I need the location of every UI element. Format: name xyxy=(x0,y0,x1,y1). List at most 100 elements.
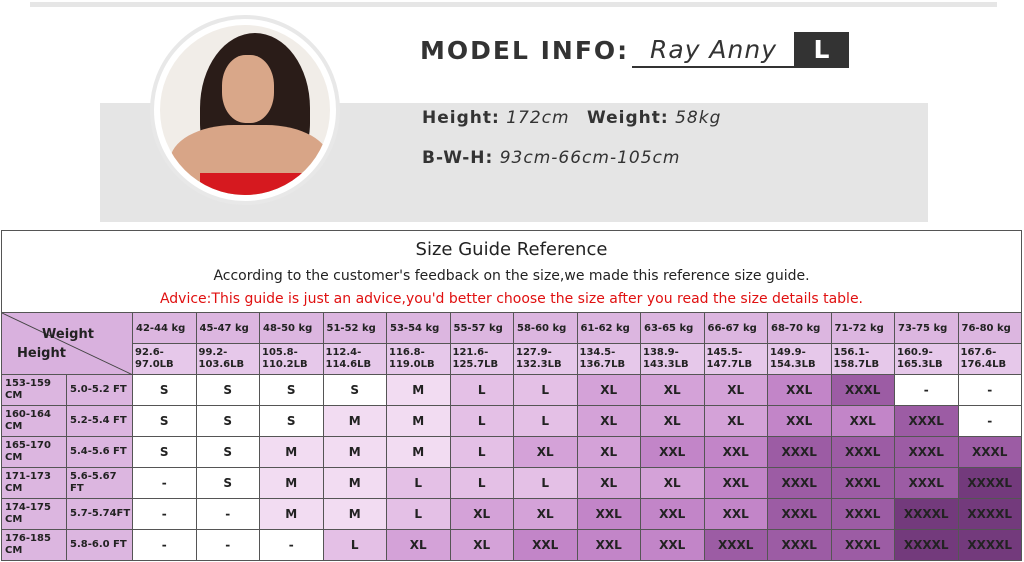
top-divider xyxy=(30,2,997,7)
size-cell: XXXL xyxy=(767,436,832,468)
size-cell: M xyxy=(259,467,324,499)
size-cell: L xyxy=(513,405,578,437)
size-cell: XXXL xyxy=(703,529,768,561)
size-cell: XXXL xyxy=(830,498,895,530)
size-cell: S xyxy=(132,436,197,468)
size-cell: L xyxy=(449,436,514,468)
size-cell: - xyxy=(894,374,959,406)
size-cell: XXL xyxy=(640,529,705,561)
size-cell: - xyxy=(195,529,260,561)
weight-lb-header: 112.4-114.6LB xyxy=(322,343,387,375)
model-bwh: B-W-H: 93cm-66cm-105cm xyxy=(422,148,681,168)
size-cell: XXXL xyxy=(767,498,832,530)
size-cell: M xyxy=(322,405,387,437)
size-cell: S xyxy=(195,467,260,499)
size-cell: XL xyxy=(576,374,641,406)
size-cell: XXXXL xyxy=(957,467,1022,499)
size-cell: XL xyxy=(386,529,451,561)
weight-kg-header: 71-72 kg xyxy=(830,312,895,344)
size-cell: M xyxy=(259,436,324,468)
size-cell: XL xyxy=(640,405,705,437)
size-cell: XL xyxy=(703,374,768,406)
weight-kg-header: 48-50 kg xyxy=(259,312,324,344)
size-cell: M xyxy=(322,467,387,499)
table-row: 171-173 CM 5.6-5.67 FT - S M M L L L XL XL XXL XXXL X… xyxy=(1,467,1022,499)
size-cell: XXL xyxy=(576,529,641,561)
size-cell: XXL xyxy=(830,405,895,437)
size-guide: Size Guide Reference According to the cu… xyxy=(1,230,1022,561)
size-cell: - xyxy=(259,529,324,561)
size-cell: XXXL xyxy=(767,467,832,499)
size-cell: XL xyxy=(640,467,705,499)
size-cell: XXL xyxy=(640,498,705,530)
weight-lb-header: 92.6-97.0LB xyxy=(132,343,197,375)
size-cell: XXXL xyxy=(894,467,959,499)
size-cell: XXL xyxy=(767,374,832,406)
height-ft: 5.6-5.67 FT xyxy=(66,467,133,499)
height-cm: 176-185 CM xyxy=(1,529,67,561)
size-cell: S xyxy=(195,374,260,406)
size-cell: XXL xyxy=(703,467,768,499)
size-cell: XXL xyxy=(703,498,768,530)
size-cell: S xyxy=(195,436,260,468)
size-cell: L xyxy=(386,467,451,499)
size-cell: XXL xyxy=(576,498,641,530)
size-cell: S xyxy=(259,405,324,437)
table-row: 153-159 CM 5.0-5.2 FT S S S S M L L XL XL XL XXL XXXL… xyxy=(1,374,1022,406)
weight-lb-header: 134.5-136.7LB xyxy=(576,343,641,375)
size-cell: XL xyxy=(576,467,641,499)
size-cell: M xyxy=(322,436,387,468)
height-ft: 5.0-5.2 FT xyxy=(66,374,133,406)
size-cell: - xyxy=(132,498,197,530)
table-row: 174-175 CM 5.7-5.74FT - - M M L XL XL XXL XXL XXL XX… xyxy=(1,498,1022,530)
guide-subtitle: According to the customer's feedback on … xyxy=(213,268,810,284)
size-cell: XXXL xyxy=(830,374,895,406)
weight-kg-header: 66-67 kg xyxy=(703,312,768,344)
weight-lb-header: 121.6-125.7LB xyxy=(449,343,514,375)
guide-title: Size Guide Reference xyxy=(415,239,608,260)
size-cell: - xyxy=(132,467,197,499)
size-cell: S xyxy=(322,374,387,406)
size-cell: M xyxy=(259,498,324,530)
model-photo xyxy=(150,15,340,205)
height-cm: 160-164 CM xyxy=(1,405,67,437)
weight-lb-header: 160.9-165.3LB xyxy=(894,343,959,375)
size-cell: XXXL xyxy=(894,436,959,468)
size-cell: XL xyxy=(576,436,641,468)
size-cell: XL xyxy=(513,436,578,468)
size-cell: - xyxy=(957,374,1022,406)
model-size-badge: L xyxy=(794,32,849,68)
size-cell: XXXL xyxy=(830,436,895,468)
weight-lb-header: 149.9-154.3LB xyxy=(767,343,832,375)
height-cm: 165-170 CM xyxy=(1,436,67,468)
height-cm: 153-159 CM xyxy=(1,374,67,406)
size-cell: S xyxy=(132,374,197,406)
size-cell: XXXXL xyxy=(957,529,1022,561)
corner-header: Weight Height xyxy=(1,312,133,375)
size-cell: XXXL xyxy=(830,529,895,561)
height-ft: 5.4-5.6 FT xyxy=(66,436,133,468)
size-cell: M xyxy=(386,436,451,468)
size-cell: XL xyxy=(576,405,641,437)
weight-lb-header: 138.9-143.3LB xyxy=(640,343,705,375)
size-cell: L xyxy=(449,405,514,437)
size-cell: XL xyxy=(703,405,768,437)
corner-weight-label: Weight xyxy=(42,327,94,342)
size-cell: - xyxy=(195,498,260,530)
weight-kg-header: 53-54 kg xyxy=(386,312,451,344)
size-cell: M xyxy=(386,405,451,437)
size-cell: - xyxy=(957,405,1022,437)
weight-kg-header: 55-57 kg xyxy=(449,312,514,344)
size-cell: XXL xyxy=(703,436,768,468)
guide-advice: Advice:This guide is just an advice,you'… xyxy=(159,291,864,307)
model-info-title: MODEL INFO: xyxy=(420,36,630,65)
height-ft: 5.7-5.74FT xyxy=(66,498,133,530)
weight-kg-header: 61-62 kg xyxy=(576,312,641,344)
model-weight: Weight: 58kg xyxy=(587,108,722,128)
size-cell: XL xyxy=(449,498,514,530)
size-cell: L xyxy=(513,467,578,499)
weight-kg-header: 51-52 kg xyxy=(322,312,387,344)
height-ft: 5.2-5.4 FT xyxy=(66,405,133,437)
size-cell: XXXL xyxy=(767,529,832,561)
height-ft: 5.8-6.0 FT xyxy=(66,529,133,561)
